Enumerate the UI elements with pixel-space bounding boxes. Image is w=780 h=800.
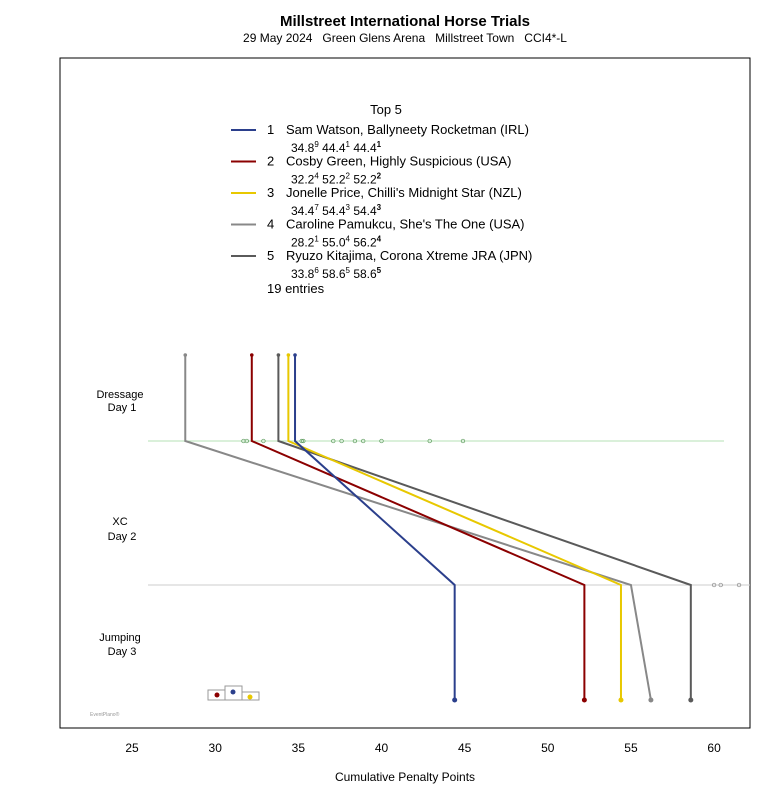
- phase-label: Day 1: [108, 402, 137, 414]
- legend-rank: 5: [267, 248, 274, 263]
- phase-label: Jumping: [99, 632, 141, 644]
- podium-icon: [207, 685, 260, 701]
- legend-rank: 3: [267, 185, 274, 200]
- other-xc-point: [711, 582, 717, 588]
- phase-label: Dressage: [96, 389, 143, 401]
- plot-frame: [59, 57, 751, 729]
- legend-scores: 34.47 54.43 54.43: [291, 203, 382, 218]
- chart-subtitle: 29 May 2024 Green Glens Arena Millstreet…: [243, 31, 567, 45]
- legend-scores: 32.24 52.22 52.22: [291, 172, 382, 187]
- series-line-4: [184, 355, 652, 701]
- series-line-5: [277, 355, 692, 700]
- series-end-point: [648, 697, 654, 703]
- legend-title: Top 5: [370, 102, 402, 117]
- other-dressage-point: [244, 438, 249, 444]
- x-tick-label: 25: [125, 741, 139, 755]
- entries-label: 19 entries: [267, 281, 325, 296]
- other-xc-point: [718, 582, 723, 588]
- chart-title: Millstreet International Horse Trials: [280, 13, 530, 30]
- series-line-2: [250, 355, 586, 700]
- phase-label: Day 2: [108, 531, 137, 543]
- series-end-point: [581, 697, 587, 703]
- x-tick-label: 45: [458, 741, 472, 755]
- legend-name: Cosby Green, Highly Suspicious (USA): [286, 154, 511, 169]
- legend-rank: 4: [267, 217, 274, 232]
- legend-name: Jonelle Price, Chilli's Midnight Star (N…: [286, 185, 522, 200]
- other-dressage-point: [339, 438, 344, 444]
- legend-name: Sam Watson, Ballyneety Rocketman (IRL): [286, 122, 529, 137]
- other-dressage-point: [379, 438, 384, 444]
- x-tick-label: 50: [541, 741, 555, 755]
- x-tick-label: 55: [624, 741, 638, 755]
- series-start-point: [286, 353, 291, 357]
- legend-name: Caroline Pamukcu, She's The One (USA): [286, 217, 525, 232]
- other-dressage-point: [331, 438, 336, 444]
- series-line-3: [287, 355, 622, 700]
- x-tick-label: 60: [707, 741, 721, 755]
- phase-label: XC: [112, 516, 127, 528]
- other-dressage-point: [261, 438, 266, 444]
- legend-rank: 2: [267, 154, 274, 169]
- legend-scores: 34.89 44.41 44.41: [291, 140, 382, 155]
- x-tick-label: 30: [209, 741, 223, 755]
- watermark: EventPlano®: [90, 711, 120, 718]
- legend-scores: 28.21 55.04 56.24: [291, 235, 382, 250]
- x-tick-label: 35: [292, 741, 306, 755]
- series-end-point: [452, 697, 458, 703]
- series-end-point: [688, 697, 694, 703]
- series-end-point: [618, 697, 624, 703]
- other-dressage-point: [299, 438, 304, 444]
- series-start-point: [183, 353, 188, 357]
- legend-rank: 1: [267, 122, 274, 137]
- legend-scores: 33.86 58.65 58.65: [291, 266, 382, 281]
- other-dressage-point: [427, 438, 432, 444]
- phase-label: Day 3: [108, 646, 137, 658]
- other-dressage-point: [460, 438, 466, 444]
- other-dressage-point: [352, 438, 358, 444]
- series-start-point: [249, 353, 254, 357]
- series-start-point: [293, 353, 297, 357]
- other-xc-point: [736, 582, 742, 588]
- other-dressage-point: [301, 438, 306, 444]
- series-line-1: [294, 355, 456, 700]
- series-start-point: [276, 353, 281, 357]
- x-tick-label: 40: [375, 741, 389, 755]
- other-dressage-point: [361, 438, 366, 444]
- x-axis-label: Cumulative Penalty Points: [335, 770, 475, 784]
- legend-name: Ryuzo Kitajima, Corona Xtreme JRA (JPN): [286, 248, 532, 263]
